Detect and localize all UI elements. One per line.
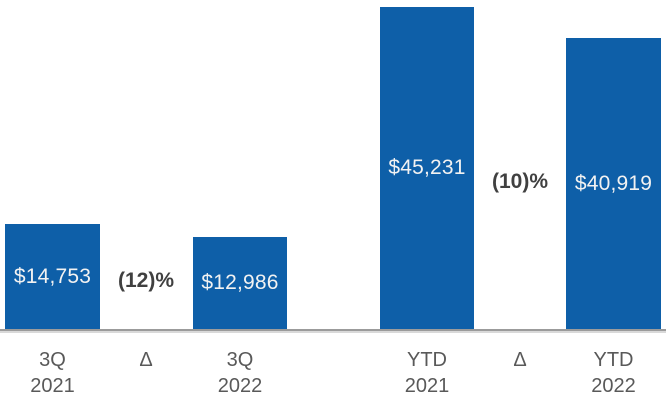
bar-value-label-ytd-2021: $45,231 [388, 156, 466, 179]
x-axis-line-shadow [0, 331, 666, 333]
axis-label-3q-2021: 3Q 2021 [30, 349, 75, 397]
axis-label-3q-2022: 3Q 2022 [217, 349, 263, 397]
bar-value-label-3q-2022: $12,986 [201, 271, 279, 294]
axis-label-delta: Δ [139, 349, 153, 371]
bar-3q-2022: $12,986 [193, 237, 287, 329]
axis-label-delta: Δ [513, 349, 527, 371]
bar-ytd-2021: $45,231 [380, 7, 474, 329]
bar-3q-2021: $14,753 [5, 224, 100, 329]
delta-change-label: (10)% [491, 170, 549, 193]
bar-value-label-3q-2021: $14,753 [13, 264, 92, 288]
axis-label-ytd-2022: YTD 2022 [591, 349, 636, 397]
delta-change-label: (12)% [117, 269, 175, 292]
bar-ytd-2022: $40,919 [566, 38, 661, 329]
bar-value-label-ytd-2022: $40,919 [574, 171, 653, 195]
x-axis-line [0, 329, 666, 331]
axis-label-ytd-2021: YTD 2021 [404, 349, 450, 397]
